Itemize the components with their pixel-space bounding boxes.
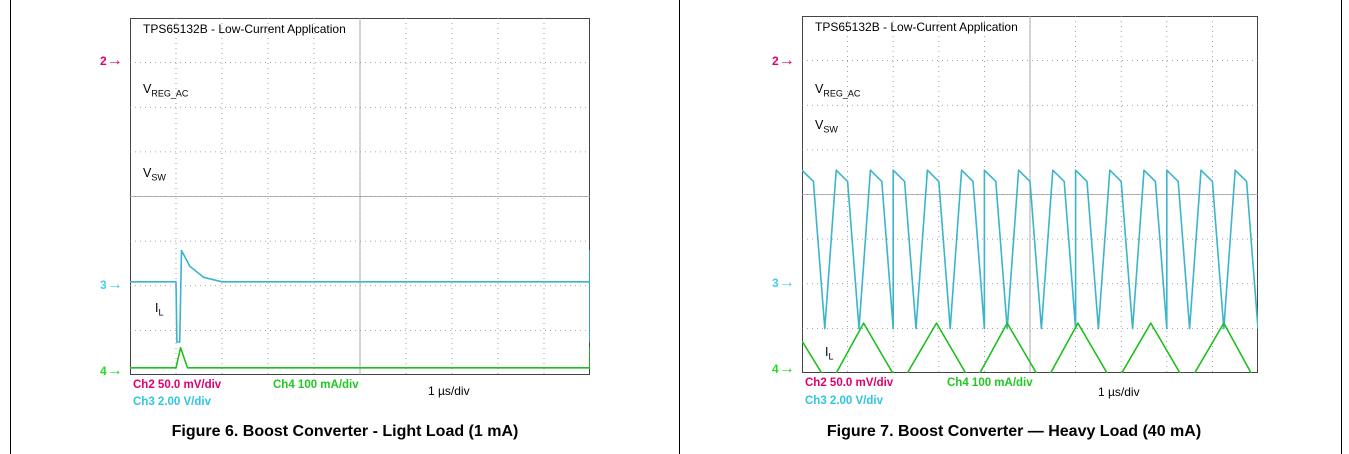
figure-6-ch2-marker: 2→	[100, 52, 123, 70]
figure-7-vreg-main: V	[815, 82, 824, 96]
figure-7-ch3-marker: 3→	[772, 274, 795, 292]
figure-7-ch2-marker: 2→	[772, 52, 795, 70]
figure-6-ch4-marker-num: 4	[100, 364, 107, 378]
figure-7-ch3-marker-num: 3	[772, 276, 779, 290]
figure-7-vreg-label: VREG_AC	[815, 82, 860, 99]
trace-ch4	[802, 322, 1253, 373]
figure-7-vsw-label: VSW	[815, 118, 838, 135]
figure-7-ch3-legend: Ch3 2.00 V/div	[805, 395, 883, 407]
figure-6-panel: TPS65132B - Low-Current Application VREG…	[0, 0, 674, 454]
figure-7-il-label: IL	[825, 345, 834, 362]
arrow-right-icon: →	[778, 274, 795, 291]
figure-7-il-main: I	[825, 345, 829, 359]
figure-7-ch4-legend: Ch4 100 mA/div	[947, 377, 1033, 389]
figure-6-il-label: IL	[155, 301, 164, 318]
figure-6-vsw-sub: SW	[151, 172, 166, 183]
arrow-right-icon: →	[106, 362, 123, 379]
figure-6-il-main: I	[155, 301, 159, 315]
trace-ch3	[130, 249, 590, 343]
figure-6-scope-svg	[130, 18, 590, 375]
figure-7-caption: Figure 7. Boost Converter — Heavy Load (…	[826, 423, 1202, 440]
figure-6-ch2-marker-num: 2	[100, 54, 107, 68]
frame-right-border	[1341, 0, 1342, 454]
figure-7-vreg-sub: REG_AC	[823, 88, 861, 99]
figure-6-ch4-legend: Ch4 100 mA/div	[273, 379, 359, 391]
figure-7-vsw-sub: SW	[823, 124, 838, 135]
figure-6-vsw-main: V	[143, 166, 152, 180]
figure-7-ch4-marker-num: 4	[772, 362, 779, 376]
figure-6-vreg-sub: REG_AC	[151, 88, 189, 99]
figure-6-scope	[130, 18, 590, 375]
arrow-right-icon: →	[778, 360, 795, 377]
figure-6-timebase: 1 µs/div	[428, 384, 470, 398]
scope-grid	[130, 18, 590, 375]
figure-7-il-sub: L	[828, 351, 834, 362]
figure-6-ch3-marker-num: 3	[100, 278, 107, 292]
figure-7-vsw-main: V	[815, 118, 824, 132]
frame-center-divider	[679, 0, 680, 454]
figure-6-ch4-marker: 4→	[100, 362, 123, 380]
figure-7-ch2-legend: Ch2 50.0 mV/div	[805, 377, 894, 389]
arrow-right-icon: →	[106, 276, 123, 293]
figure-7-ch4-marker: 4→	[772, 360, 795, 378]
figure-7-ch2-marker-num: 2	[772, 54, 779, 68]
frame-left-border	[10, 0, 11, 454]
figure-7-timebase: 1 µs/div	[1098, 385, 1140, 399]
figure-6-title: TPS65132B - Low-Current Application	[143, 22, 346, 36]
trace-ch3	[802, 169, 1258, 330]
figure-7-panel: TPS65132B - Low-Current Application VREG…	[674, 0, 1348, 454]
trace-ch4	[130, 346, 590, 369]
figure-6-ch3-legend: Ch3 2.00 V/div	[133, 396, 211, 408]
figure-6-ch2-legend: Ch2 50.0 mV/div	[133, 379, 222, 391]
arrow-right-icon: →	[106, 52, 123, 69]
figure-6-il-sub: L	[158, 307, 164, 318]
figure-6-caption: Figure 6. Boost Converter - Light Load (…	[171, 423, 519, 440]
figure-7-title: TPS65132B - Low-Current Application	[815, 20, 1018, 34]
figure-6-vreg-main: V	[143, 82, 152, 96]
figure-6-vreg-label: VREG_AC	[143, 82, 188, 99]
figure-6-ch3-marker: 3→	[100, 276, 123, 294]
arrow-right-icon: →	[778, 52, 795, 69]
figure-6-vsw-label: VSW	[143, 166, 166, 183]
figure-7-scope	[802, 16, 1258, 373]
figure-7-scope-svg	[802, 16, 1258, 373]
